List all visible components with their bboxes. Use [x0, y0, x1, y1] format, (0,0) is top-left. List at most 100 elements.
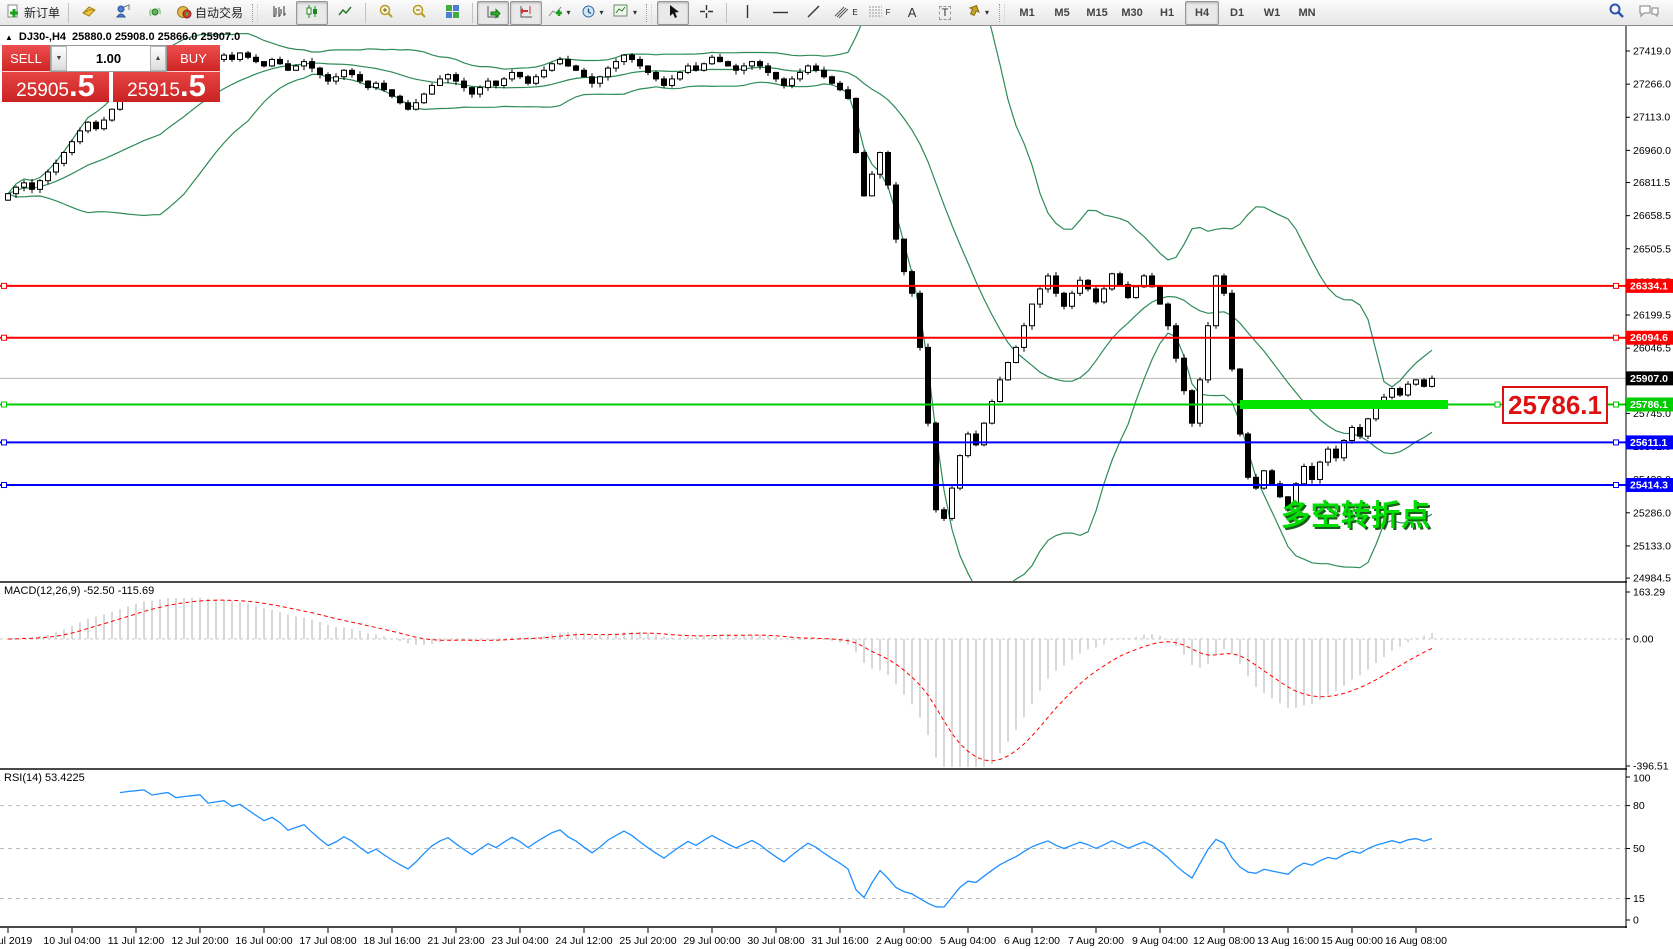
bull-candle: [69, 141, 75, 154]
buy-price-main: 25915: [127, 80, 180, 101]
bear-candle: [845, 89, 851, 99]
pane-separator[interactable]: [0, 926, 1673, 928]
line-anchor[interactable]: [1613, 439, 1619, 446]
market-watch-icon: [115, 3, 130, 22]
chart-area[interactable]: 27419.0 27266.0 27113.0 26960.0 26811.5 26658…: [0, 26, 1673, 949]
volume-input[interactable]: [67, 46, 150, 71]
buy-button[interactable]: BUY: [167, 45, 220, 72]
crosshair-tool-button[interactable]: [690, 1, 722, 25]
bear-candle: [261, 61, 267, 67]
bear-candle: [1165, 303, 1171, 327]
vertical-line-icon: [743, 4, 752, 22]
line-anchor[interactable]: [1613, 334, 1619, 341]
bear-candle: [325, 74, 331, 82]
time-axis-label: 8 Jul 2019: [0, 935, 32, 947]
macd-tick-label: 0.00: [1633, 634, 1654, 646]
timeframe-h1-button[interactable]: H1: [1160, 6, 1175, 19]
pane-separator[interactable]: [0, 768, 1673, 770]
candlestick-chart-button[interactable]: [296, 0, 329, 25]
sell-price[interactable]: 25905 .5: [2, 68, 109, 103]
text-tool-button[interactable]: A: [896, 1, 928, 25]
bear-candle: [1093, 288, 1099, 303]
bar-chart-button[interactable]: [263, 1, 295, 25]
bear-candle: [717, 56, 723, 63]
bull-candle: [101, 119, 107, 130]
zoom-in-button[interactable]: [370, 1, 402, 25]
community-chat-button[interactable]: [1633, 1, 1665, 25]
buy-price[interactable]: 25915 .5: [113, 70, 220, 102]
line-chart-button[interactable]: [329, 1, 361, 25]
timeframe-h4-button[interactable]: H4: [1185, 0, 1220, 25]
bull-candle: [877, 152, 883, 175]
bear-candle: [397, 95, 403, 104]
timeframe-m15-button[interactable]: M15: [1086, 6, 1108, 19]
level-price-label: [1626, 478, 1673, 493]
line-anchor[interactable]: [1613, 401, 1619, 408]
line-anchor[interactable]: [1613, 482, 1619, 489]
new-order-button[interactable]: 新订单: [2, 1, 64, 25]
auto-trading-button[interactable]: 自动交易: [172, 1, 247, 25]
search-button[interactable]: [1600, 1, 1632, 25]
sell-price-pip: .5: [68, 68, 95, 103]
line-anchor[interactable]: [1, 439, 7, 446]
periods-button[interactable]: ▾: [576, 1, 608, 25]
pane-separator[interactable]: [0, 581, 1673, 583]
bear-candle: [277, 58, 283, 65]
crosshair-icon: [699, 4, 714, 22]
sell-button[interactable]: SELL: [2, 45, 50, 72]
equidistant-channel-tool-button[interactable]: E: [830, 1, 862, 25]
timeframe-m30-button[interactable]: M30: [1121, 6, 1143, 19]
zoom-out-button[interactable]: [403, 1, 435, 25]
vertical-line-tool-button[interactable]: [731, 1, 763, 25]
trendline-tool-button[interactable]: [797, 1, 829, 25]
time-axis-label: 30 Jul 08:00: [747, 935, 804, 947]
timeframe-d1-button[interactable]: D1: [1230, 6, 1245, 19]
bull-candle: [1101, 288, 1107, 303]
bull-candle: [741, 65, 747, 71]
new-chart-button[interactable]: [73, 1, 105, 25]
line-anchor[interactable]: [1, 482, 7, 489]
timeframe-mn-button[interactable]: MN: [1298, 6, 1316, 19]
line-anchor[interactable]: [1, 401, 7, 408]
text-label-tool-button[interactable]: T: [929, 1, 961, 25]
timeframe-m5-button[interactable]: M5: [1054, 6, 1070, 19]
market-watch-button[interactable]: [106, 1, 138, 25]
bear-candle: [1309, 465, 1315, 480]
fibonacci-tool-button[interactable]: F: [863, 1, 895, 25]
bull-candle: [61, 152, 67, 164]
volume-decrease-button[interactable]: ▼: [51, 46, 67, 71]
signals-button[interactable]: [139, 1, 171, 25]
level-highlight-segment[interactable]: [1240, 400, 1448, 410]
horizontal-line-tool-button[interactable]: [764, 1, 796, 25]
cursor-tool-button[interactable]: [657, 0, 690, 25]
auto-scroll-button[interactable]: [477, 0, 510, 25]
level-callout-box[interactable]: 25786.1: [1502, 386, 1608, 424]
volume-increase-button[interactable]: ▲: [150, 46, 166, 71]
indicators-button[interactable]: ▾: [543, 1, 575, 25]
chart-title: ▲ DJ30-,H4 25880.0 25908.0 25866.0 25907…: [5, 31, 240, 43]
line-anchor[interactable]: [1494, 401, 1501, 408]
templates-button[interactable]: ▾: [609, 1, 641, 25]
bear-candle: [1181, 357, 1187, 392]
turning-point-annotation[interactable]: 多空转折点: [1281, 500, 1432, 532]
bear-candle: [357, 74, 363, 82]
timeframe-w1-button[interactable]: W1: [1263, 6, 1281, 19]
arrows-tool-button[interactable]: ▾: [962, 1, 994, 25]
bear-candle: [813, 65, 819, 71]
collapse-triangle-icon[interactable]: ▲: [5, 32, 13, 42]
line-anchor[interactable]: [1, 282, 7, 289]
timeframe-m1-button[interactable]: M1: [1019, 6, 1035, 19]
trendline-icon: [806, 4, 821, 22]
bear-candle: [453, 74, 459, 82]
channel-icon: [834, 4, 849, 22]
price-tick-label: 27113.0: [1633, 112, 1670, 124]
time-axis-label: 11 Jul 12:00: [108, 935, 165, 947]
line-anchor[interactable]: [1, 334, 7, 341]
time-axis-label: 6 Aug 12:00: [1004, 935, 1060, 947]
time-axis-label: 10 Jul 04:00: [43, 935, 100, 947]
tile-windows-button[interactable]: [436, 1, 468, 25]
auto-trading-icon: [176, 4, 192, 22]
chart-shift-button[interactable]: [510, 0, 543, 25]
toolbar-separator: [726, 2, 728, 23]
line-anchor[interactable]: [1613, 282, 1619, 289]
